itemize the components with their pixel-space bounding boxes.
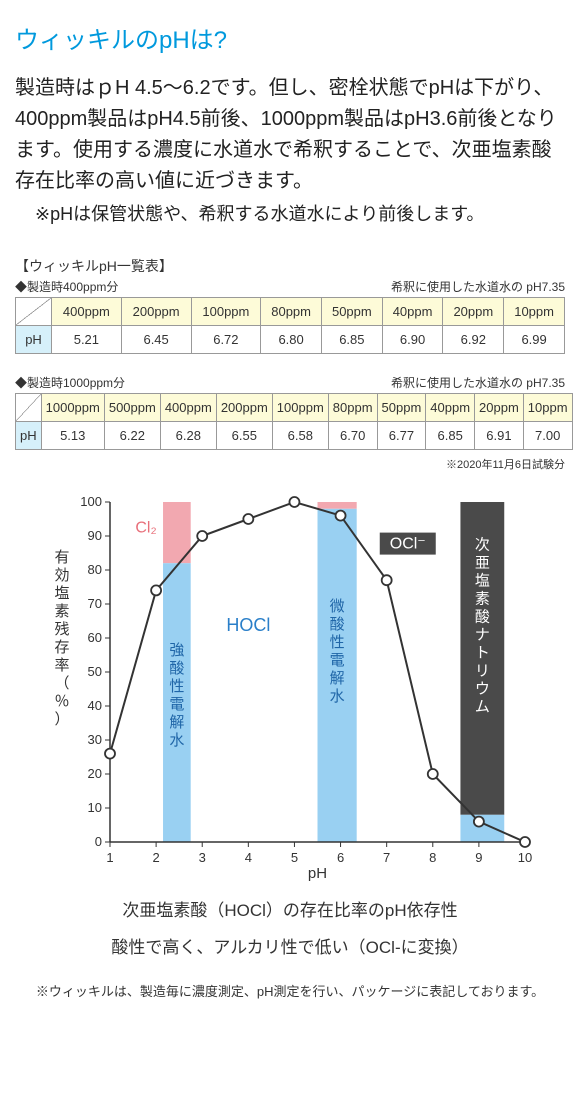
value-cell: 6.80 [261,326,322,354]
dilution-note-1: 希釈に使用した水道水の pH7.35 [391,278,565,295]
svg-text:9: 9 [475,850,482,865]
value-cell: 5.21 [52,326,122,354]
svg-text:有効塩素残存率（％）: 有効塩素残存率（％） [54,549,69,728]
table400-label: ◆製造時400ppm分 [15,278,118,295]
svg-text:5: 5 [291,850,298,865]
table-400: 400ppm200ppm100ppm80ppm50ppm40ppm20ppm10… [15,297,565,354]
body-paragraph: 製造時はｐH 4.5〜6.2です。但し、密栓状態でpHは下がり、400ppm製品… [15,73,565,197]
svg-text:1: 1 [106,850,113,865]
table-1000: 1000ppm500ppm400ppm200ppm100ppm80ppm50pp… [15,393,573,450]
value-cell: 6.90 [382,326,443,354]
svg-text:OCl⁻: OCl⁻ [390,536,426,553]
final-footnote: ※ウィッキルは、製造毎に濃度測定、pH測定を行い、パッケージに表記しております。 [15,981,565,1000]
svg-text:4: 4 [245,850,252,865]
page-title: ウィッキルのpHは? [15,20,565,55]
svg-text:微酸性電解水: 微酸性電解水 [330,598,345,705]
row-label: pH [16,326,52,354]
col-header: 10ppm [523,394,572,422]
value-cell: 6.45 [121,326,191,354]
svg-text:HOCl: HOCl [226,615,270,635]
col-header: 20ppm [443,298,504,326]
svg-text:80: 80 [88,562,102,577]
svg-text:100: 100 [80,494,102,509]
value-cell: 6.99 [504,326,565,354]
col-header: 40ppm [426,394,475,422]
col-header: 50ppm [321,298,382,326]
chart-caption-2: 酸性で高く、アルカリ性で低い（OCl-に変換） [15,934,565,961]
svg-text:30: 30 [88,732,102,747]
chart-svg: 0 10 20 30 40 50 60 70 80 90 100 1 2 3 4 5 6 7 8 9 10 強酸性電解水 微… [40,492,540,882]
col-header: 100ppm [272,394,328,422]
value-cell: 6.91 [475,422,524,450]
diag-cell [16,394,42,422]
ph-note: ※pHは保管状態や、希釈する水道水により前後します。 [15,201,565,228]
col-header: 80ppm [261,298,322,326]
col-header: 1000ppm [41,394,104,422]
col-header: 400ppm [160,394,216,422]
col-header: 20ppm [475,394,524,422]
svg-text:50: 50 [88,664,102,679]
svg-text:2: 2 [152,850,159,865]
table-footnote: ※2020年11月6日試験分 [15,456,565,472]
col-header: 40ppm [382,298,443,326]
value-cell: 6.55 [216,422,272,450]
value-cell: 6.92 [443,326,504,354]
dilution-note-2: 希釈に使用した水道水の pH7.35 [391,374,565,391]
col-header: 80ppm [328,394,377,422]
col-header: 10ppm [504,298,565,326]
value-cell: 6.22 [104,422,160,450]
ph-chart: 0 10 20 30 40 50 60 70 80 90 100 1 2 3 4 5 6 7 8 9 10 強酸性電解水 微… [40,492,540,887]
value-cell: 6.28 [160,422,216,450]
svg-text:強酸性電解水: 強酸性電解水 [169,642,184,749]
svg-text:3: 3 [199,850,206,865]
col-header: 50ppm [377,394,426,422]
col-header: 100ppm [191,298,261,326]
svg-text:40: 40 [88,698,102,713]
table1000-header-row: ◆製造時1000ppm分 希釈に使用した水道水の pH7.35 [15,374,565,391]
svg-text:60: 60 [88,630,102,645]
svg-text:0: 0 [95,834,102,849]
svg-text:Cl₂: Cl₂ [135,520,156,537]
col-header: 200ppm [216,394,272,422]
value-cell: 6.77 [377,422,426,450]
value-cell: 6.85 [321,326,382,354]
svg-text:6: 6 [337,850,344,865]
row-label: pH [16,422,42,450]
value-cell: 6.70 [328,422,377,450]
col-header: 200ppm [121,298,191,326]
chart-caption-1: 次亜塩素酸（HOCl）の存在比率のpH依存性 [15,897,565,924]
table1000-label: ◆製造時1000ppm分 [15,374,125,391]
table400-header-row: ◆製造時400ppm分 希釈に使用した水道水の pH7.35 [15,278,565,295]
col-header: 400ppm [52,298,122,326]
tables-heading: 【ウィッキルpH一覧表】 [15,256,565,276]
value-cell: 6.85 [426,422,475,450]
svg-text:10: 10 [518,850,532,865]
svg-text:90: 90 [88,528,102,543]
svg-text:10: 10 [88,800,102,815]
diag-cell [16,298,52,326]
svg-text:次亜塩素酸ナトリウム: 次亜塩素酸ナトリウム [475,537,490,716]
value-cell: 6.72 [191,326,261,354]
svg-text:8: 8 [429,850,436,865]
svg-text:20: 20 [88,766,102,781]
value-cell: 5.13 [41,422,104,450]
col-header: 500ppm [104,394,160,422]
value-cell: 6.58 [272,422,328,450]
svg-text:pH: pH [308,865,327,882]
value-cell: 7.00 [523,422,572,450]
svg-text:70: 70 [88,596,102,611]
svg-text:7: 7 [383,850,390,865]
